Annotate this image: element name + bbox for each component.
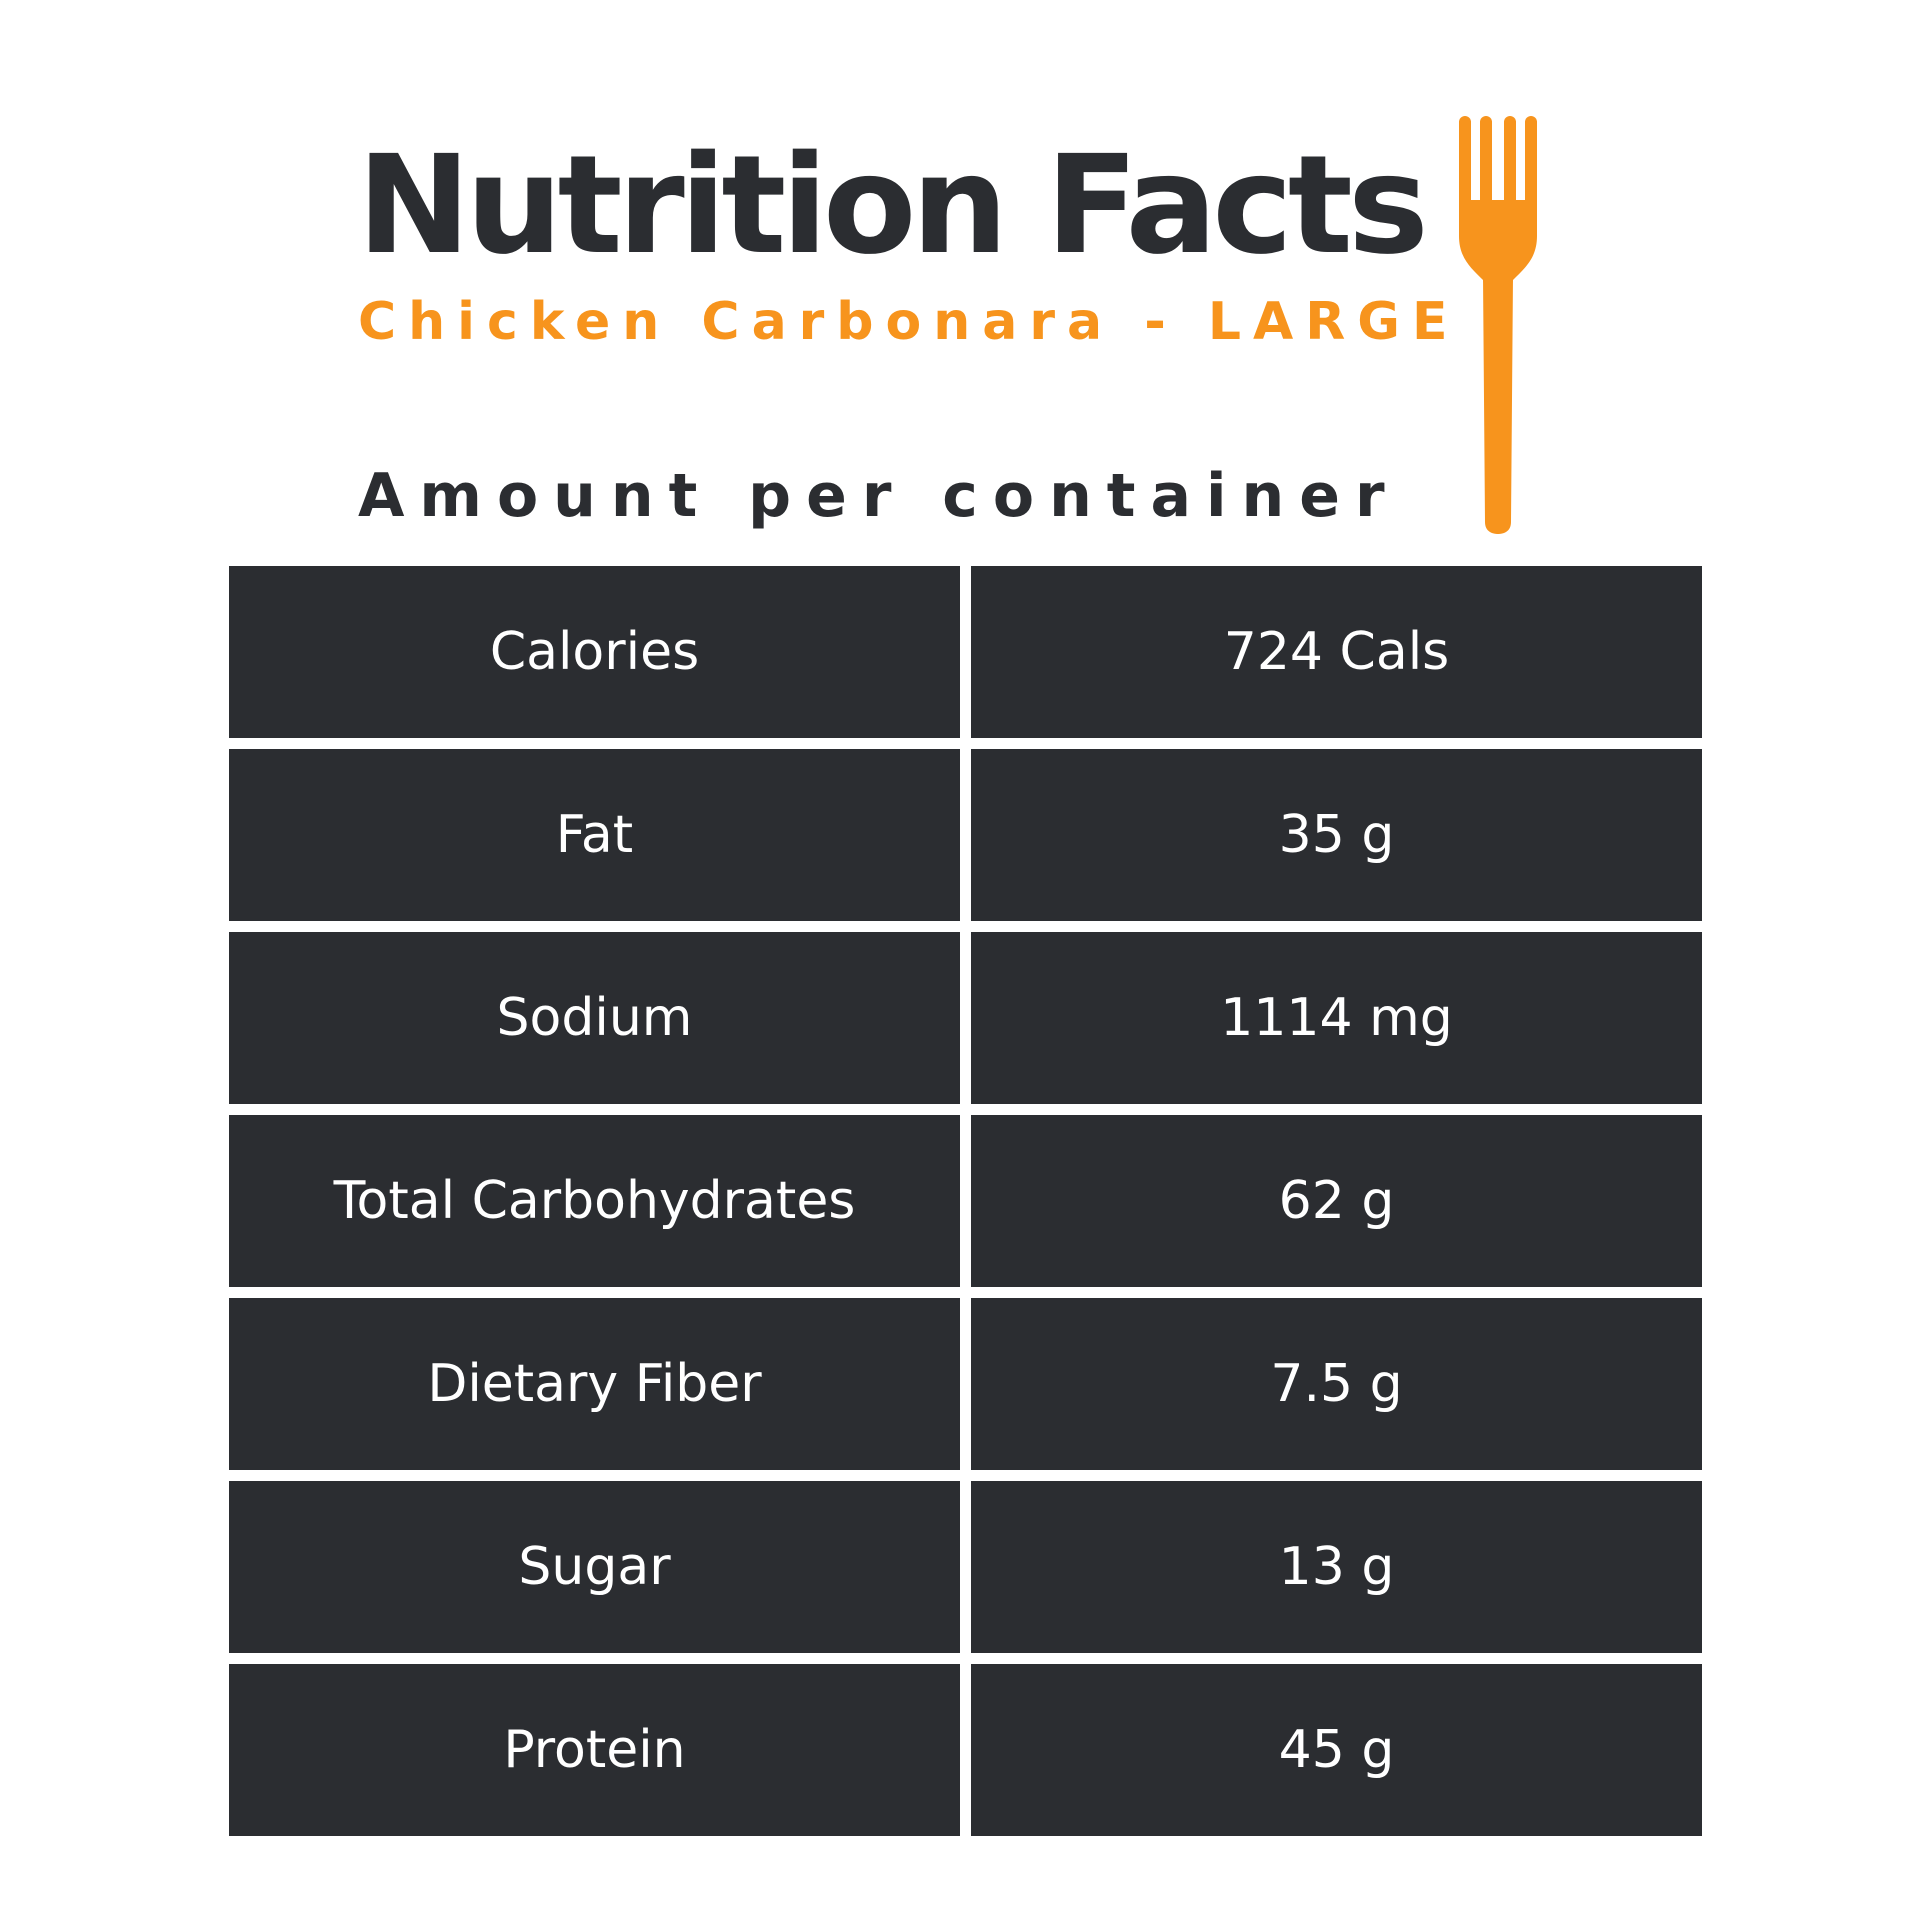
nutrient-value: 35 g: [971, 749, 1702, 921]
nutrient-value: 62 g: [971, 1115, 1702, 1287]
amount-heading: Amount per container: [358, 461, 1400, 531]
nutrient-label: Protein: [229, 1664, 960, 1836]
nutrient-value: 45 g: [971, 1664, 1702, 1836]
table-row: Dietary Fiber 7.5 g: [229, 1298, 1702, 1470]
table-row: Fat 35 g: [229, 749, 1702, 921]
nutrient-value: 13 g: [971, 1481, 1702, 1653]
table-row: Protein 45 g: [229, 1664, 1702, 1836]
table-row: Calories 724 Cals: [229, 566, 1702, 738]
nutrient-label: Sugar: [229, 1481, 960, 1653]
product-name: Chicken Carbonara - LARGE: [358, 292, 1460, 352]
nutrient-label: Total Carbohydrates: [229, 1115, 960, 1287]
nutrient-label: Calories: [229, 566, 960, 738]
nutrient-label: Sodium: [229, 932, 960, 1104]
table-row: Sugar 13 g: [229, 1481, 1702, 1653]
nutrition-table: Calories 724 Cals Fat 35 g Sodium 1114 m…: [229, 566, 1702, 1847]
fork-icon: [1459, 116, 1537, 534]
page-title: Nutrition Facts: [357, 127, 1429, 285]
nutrient-value: 1114 mg: [971, 932, 1702, 1104]
nutrient-label: Dietary Fiber: [229, 1298, 960, 1470]
nutrient-label: Fat: [229, 749, 960, 921]
nutrient-value: 7.5 g: [971, 1298, 1702, 1470]
nutrient-value: 724 Cals: [971, 566, 1702, 738]
table-row: Total Carbohydrates 62 g: [229, 1115, 1702, 1287]
table-row: Sodium 1114 mg: [229, 932, 1702, 1104]
